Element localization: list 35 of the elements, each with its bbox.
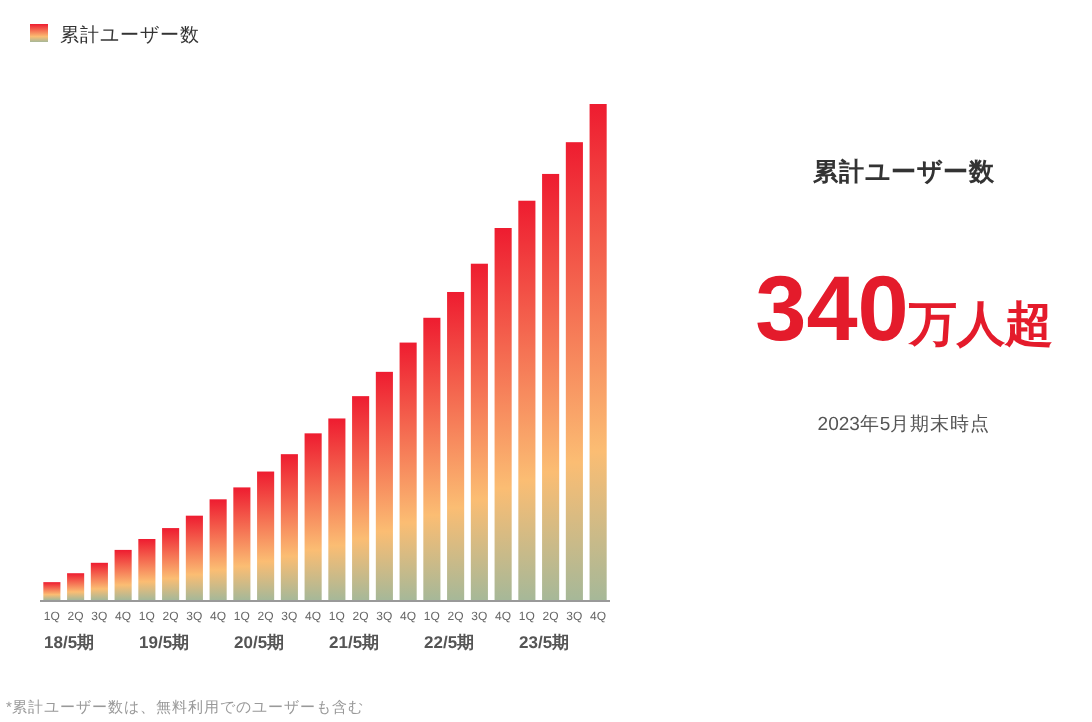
bar	[423, 317, 441, 600]
text: 21/5期	[329, 632, 381, 652]
bar	[43, 582, 61, 600]
bar	[304, 433, 322, 600]
legend: 累計ユーザー数	[30, 24, 200, 47]
bar	[518, 200, 536, 600]
bar	[185, 515, 203, 600]
bar	[67, 573, 85, 600]
bar	[138, 538, 156, 600]
text: 22/5期	[424, 632, 476, 652]
text: 累計ユーザー数	[811, 156, 997, 186]
text: 19/5期	[139, 632, 191, 652]
bar	[280, 454, 298, 600]
bar	[209, 499, 227, 600]
text: 2023年5月期末時点	[817, 412, 991, 436]
text: 23/5期	[519, 632, 571, 652]
text: 20/5期	[234, 632, 286, 652]
bar	[90, 562, 108, 600]
bar	[589, 104, 607, 600]
bar	[375, 371, 393, 600]
bar	[447, 291, 465, 600]
bar	[565, 142, 583, 600]
bar	[328, 418, 346, 600]
bar	[470, 263, 488, 600]
bar	[233, 487, 251, 600]
text: 340万人超	[755, 256, 1053, 360]
bar	[494, 228, 512, 600]
bar	[114, 549, 132, 600]
text: 18/5期	[44, 632, 96, 652]
bar	[542, 173, 560, 600]
bar	[352, 396, 370, 600]
bar	[162, 528, 180, 600]
legend-label: 累計ユーザー数	[60, 23, 200, 47]
bar	[257, 471, 275, 600]
bar	[399, 342, 417, 600]
